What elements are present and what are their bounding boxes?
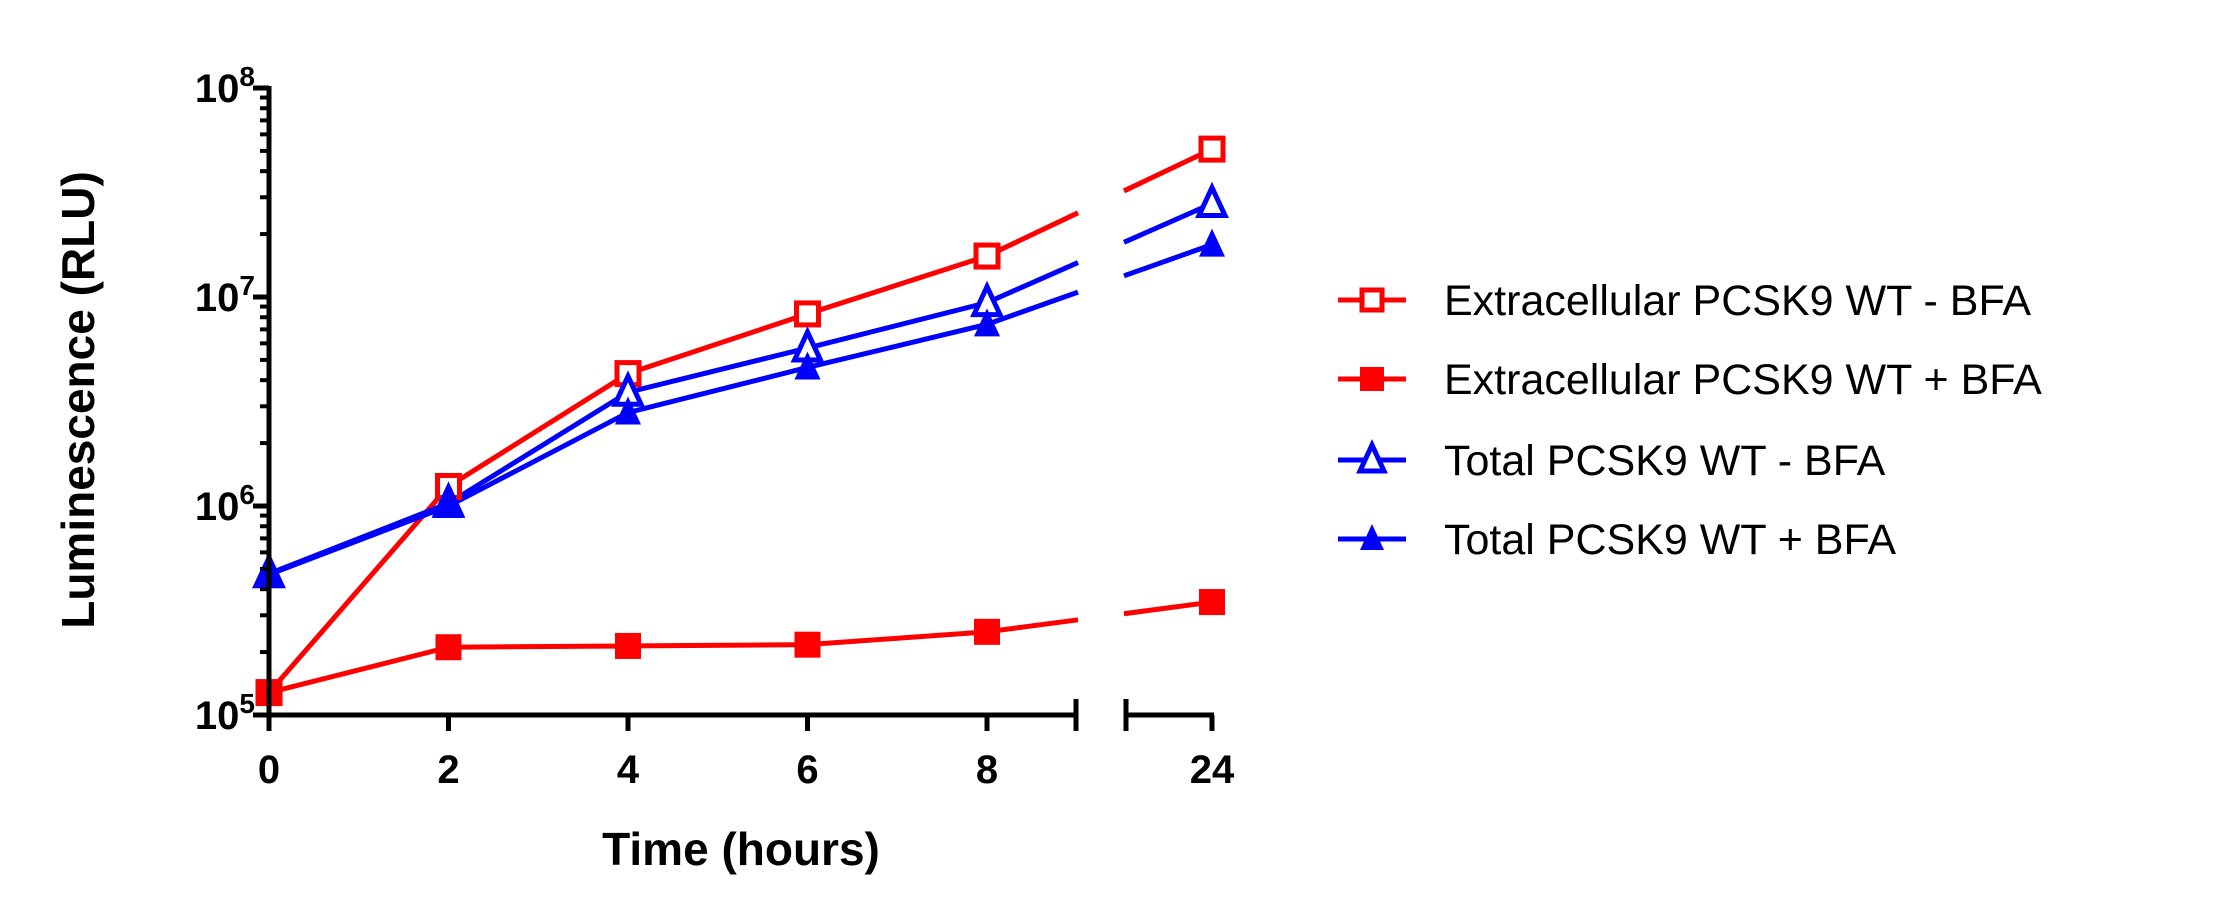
y-tick-base: 10 — [195, 485, 240, 529]
legend-label: Total PCSK9 WT - BFA — [1444, 437, 1886, 485]
marker-filled-square — [1199, 589, 1225, 616]
marker-filled-triangle — [974, 308, 1000, 337]
series-line-segment — [1122, 146, 1214, 194]
legend-swatch — [1338, 287, 1406, 313]
marker-open-square — [794, 300, 821, 328]
plot-area — [252, 135, 1229, 707]
y-tick-exponent: 5 — [239, 688, 255, 719]
series-line-segment — [1122, 201, 1214, 245]
y-tick-label: 106 — [195, 479, 255, 529]
markers-layer — [252, 135, 1229, 707]
y-tick-base: 10 — [195, 694, 240, 738]
series-line-segment — [268, 289, 1079, 577]
marker-filled-triangle — [794, 351, 821, 380]
marker-filled-square — [794, 631, 821, 658]
x-tick-label: 4 — [617, 748, 640, 792]
legend-item: Total PCSK9 WT + BFA — [1338, 516, 1896, 564]
y-tick-exponent: 6 — [239, 479, 255, 510]
x-tick-label: 6 — [796, 748, 818, 792]
legend-swatch — [1338, 367, 1406, 391]
series-line-segment — [1123, 599, 1213, 617]
y-tick-base: 10 — [195, 67, 240, 111]
marker-filled-square — [1360, 367, 1384, 391]
y-tick-exponent: 8 — [239, 61, 255, 92]
series-line — [268, 242, 1213, 577]
series-line-segment — [267, 210, 1080, 695]
series-line — [268, 599, 1213, 696]
legend-label: Extracellular PCSK9 WT + BFA — [1444, 356, 2042, 404]
marker-filled-triangle — [1199, 228, 1225, 257]
series-line-segment — [1123, 242, 1213, 279]
marker-open-square — [1359, 287, 1385, 313]
x-axis-title: Time (hours) — [602, 823, 880, 875]
marker-filled-square — [435, 634, 462, 661]
legend-item: Extracellular PCSK9 WT - BFA — [1338, 277, 2031, 325]
legend-swatch — [1338, 439, 1406, 474]
marker-open-square — [973, 242, 1001, 270]
marker-open-triangle — [1356, 439, 1388, 474]
y-tick-label: 107 — [195, 270, 255, 320]
marker-filled-triangle — [615, 396, 641, 425]
x-tick-label: 24 — [1190, 748, 1235, 792]
legend: Extracellular PCSK9 WT - BFA Extracellul… — [1338, 277, 2042, 564]
marker-filled-square — [615, 632, 641, 659]
x-tick-label: 0 — [258, 748, 280, 792]
y-axis-title: Luminescence (RLU) — [52, 171, 104, 629]
x-tick-label: 2 — [437, 748, 459, 792]
marker-filled-triangle — [435, 490, 462, 518]
legend-label: Total PCSK9 WT + BFA — [1444, 516, 1896, 564]
y-tick-label: 108 — [195, 61, 255, 111]
marker-open-triangle — [1195, 181, 1229, 219]
legend-item: Extracellular PCSK9 WT + BFA — [1338, 356, 2042, 404]
y-tick-base: 10 — [195, 276, 240, 320]
legend-label: Extracellular PCSK9 WT - BFA — [1444, 277, 2031, 325]
legend-item: Total PCSK9 WT - BFA — [1338, 437, 1886, 485]
marker-filled-square — [974, 618, 1000, 645]
y-tick-label: 105 — [195, 688, 255, 738]
legend-swatch — [1338, 524, 1406, 550]
series-line — [267, 146, 1214, 695]
y-tick-exponent: 7 — [239, 270, 255, 301]
marker-filled-triangle — [1360, 524, 1384, 550]
marker-open-square — [1198, 135, 1226, 163]
series-line-segment — [268, 617, 1079, 696]
x-tick-label: 8 — [976, 748, 998, 792]
